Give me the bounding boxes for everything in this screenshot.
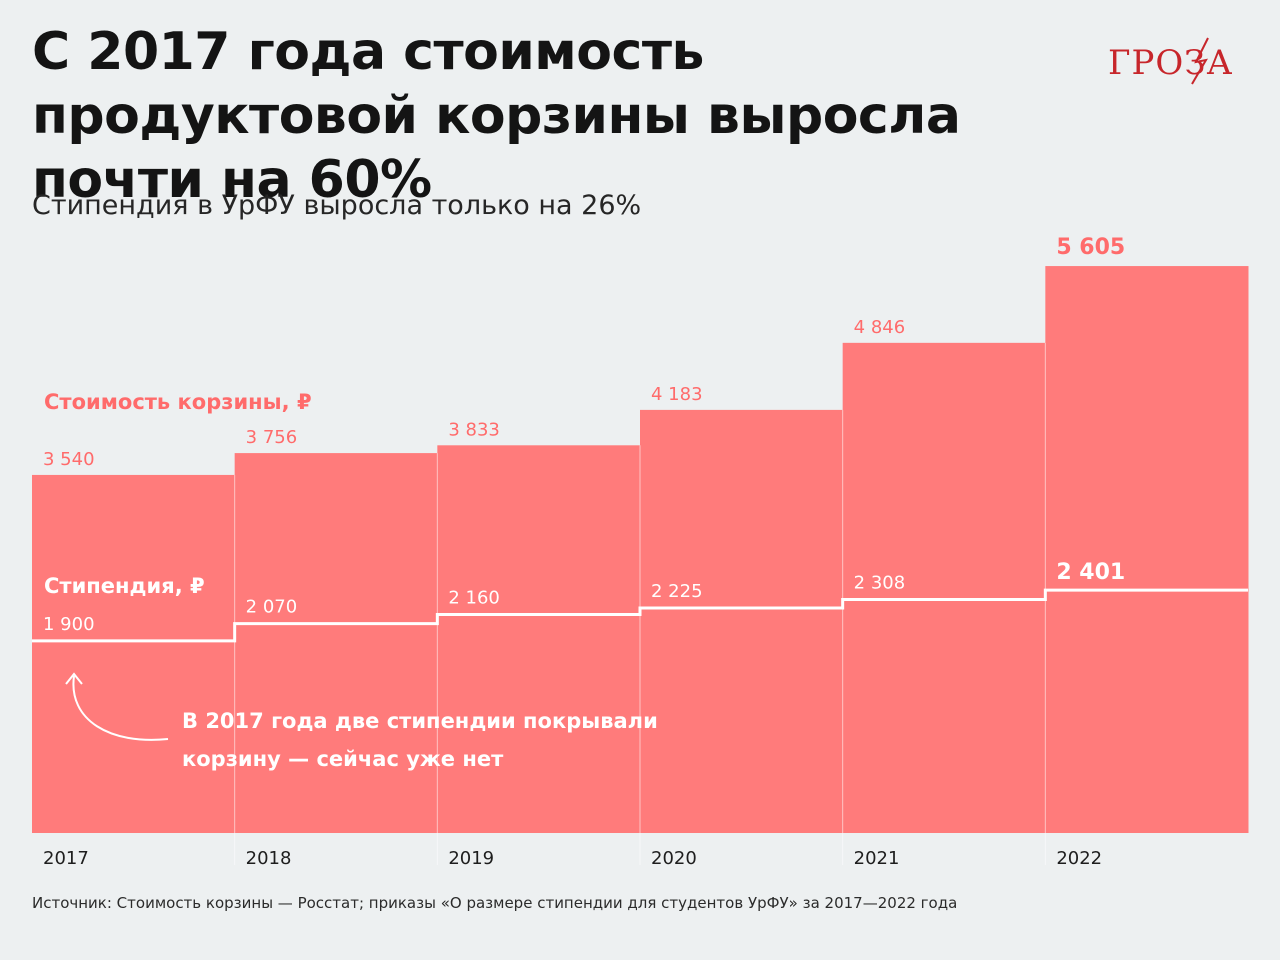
basket-value-label: 3 833 (448, 419, 500, 440)
annotation-arrow-head (65, 672, 83, 685)
basket-bar (1045, 266, 1249, 834)
annotation-text: В 2017 года две стипендии покрывали корзи… (182, 709, 658, 771)
page-title: С 2017 года стоимость продуктовой корзин… (32, 22, 961, 210)
basket-value-label: 3 540 (43, 449, 95, 470)
groza-logo: ГРОЗА (1108, 37, 1233, 85)
basket-value-label: 4 846 (854, 317, 906, 338)
x-tick-label: 2018 (246, 848, 292, 869)
stipend-value-label: 2 070 (246, 597, 298, 618)
basket-bar (842, 342, 1046, 833)
logo-text: ГРОЗА (1108, 43, 1233, 83)
x-tick-label: 2017 (43, 848, 89, 869)
page-subtitle: Стипендия в УрФУ выросла только на 26% (32, 190, 642, 221)
basket-series-label: Стоимость корзины, ₽ (44, 390, 312, 414)
basket-value-label: 5 605 (1056, 235, 1125, 260)
x-tick-label: 2021 (854, 848, 900, 869)
basket-bar (437, 445, 641, 833)
x-tick-label: 2020 (651, 848, 697, 869)
stipend-line (32, 588, 1248, 643)
x-tick-label: 2019 (448, 848, 494, 869)
basket-value-label: 4 183 (651, 384, 703, 405)
stipend-value-label: 2 401 (1056, 560, 1125, 585)
x-tick-label: 2022 (1056, 848, 1102, 869)
source-note: Источник: Стоимость корзины — Росстат; п… (32, 894, 958, 912)
stipend-series-label: Стипендия, ₽ (44, 574, 205, 598)
annotation-arrow (72, 675, 169, 741)
stipend-value-label: 1 900 (43, 614, 95, 635)
basket-bar (234, 453, 438, 833)
basket-bar (32, 474, 236, 833)
basket-value-label: 3 756 (246, 427, 298, 448)
basket-bar (640, 409, 844, 833)
stipend-value-label: 2 308 (854, 573, 906, 594)
stipend-value-label: 2 225 (651, 581, 703, 602)
stipend-value-label: 2 160 (448, 588, 500, 609)
